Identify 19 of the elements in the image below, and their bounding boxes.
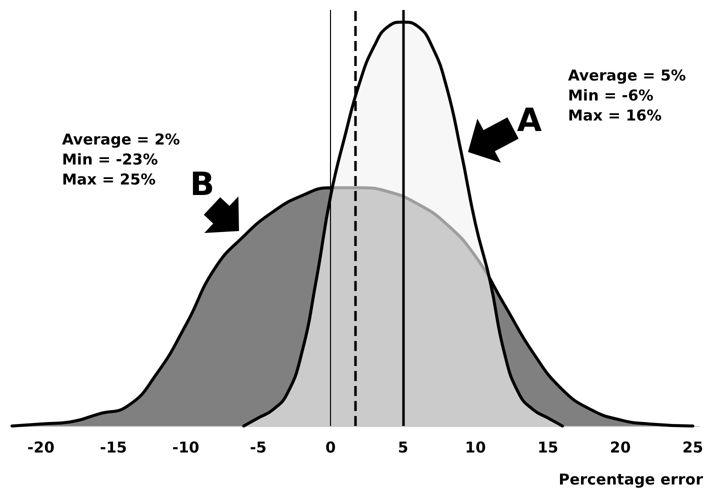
x-tick-label: -10 <box>172 438 200 456</box>
annotation: Min = -23% <box>62 150 158 168</box>
annotation: Min = -6% <box>568 86 654 104</box>
x-tick-label: 0 <box>325 438 336 456</box>
annotation: Max = 25% <box>62 170 156 188</box>
x-tick-label: 5 <box>398 438 408 456</box>
x-tick-label: -5 <box>250 438 267 456</box>
annotation: Average = 2% <box>62 130 180 148</box>
annotation: B <box>190 165 214 203</box>
annotation: Average = 5% <box>568 66 686 84</box>
x-tick-label: -15 <box>100 438 127 456</box>
x-tick-label: 15 <box>537 438 558 456</box>
annotation: Max = 16% <box>568 106 662 124</box>
annotation: A <box>517 101 542 139</box>
x-tick-label: 10 <box>465 438 486 456</box>
x-tick-label: 25 <box>682 438 704 456</box>
x-tick-label: -20 <box>27 438 55 456</box>
x-axis-title: Percentage error <box>558 470 704 488</box>
x-tick-label: 20 <box>610 438 631 456</box>
